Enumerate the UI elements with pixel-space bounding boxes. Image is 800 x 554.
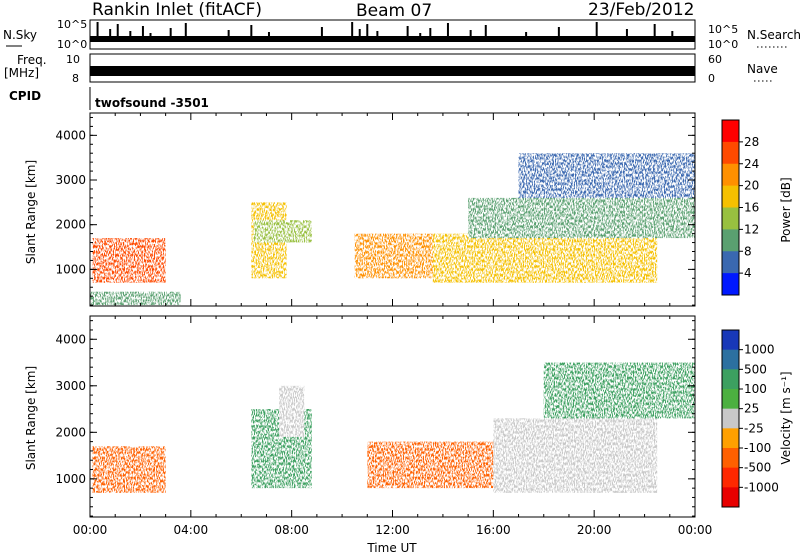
- colorbar-swatch: [722, 467, 739, 488]
- colorbar-tick-label: -500: [744, 461, 771, 475]
- velocity-colorbar-label: Velocity [m s⁻¹]: [779, 371, 793, 464]
- colorbar-swatch: [722, 330, 739, 351]
- colorbar-swatch: [722, 487, 739, 508]
- echo-region: [279, 385, 305, 437]
- x-tick-label: 12:00: [375, 523, 410, 537]
- power-y-ticks: 1000 2000 3000 4000: [55, 116, 695, 306]
- power-panel: 1000 2000 3000 4000 Slant Range [km]: [24, 112, 696, 307]
- y-tick-label: 4000: [55, 332, 86, 346]
- echo-region: [92, 446, 166, 493]
- frequency-trace: [90, 66, 695, 76]
- colorbar-tick-label: 28: [744, 135, 759, 149]
- colorbar-tick-label: -100: [744, 441, 771, 455]
- colorbar-tick-label: 25: [744, 402, 759, 416]
- colorbar-swatch: [722, 369, 739, 390]
- colorbar-tick-label: 16: [744, 201, 759, 215]
- colorbar-swatch: [722, 163, 739, 187]
- velocity-panel: 1000 2000 3000 4000 00:00 04:00 08:00 12:00 16:…: [24, 315, 713, 554]
- colorbar-swatch: [722, 349, 739, 370]
- colorbar-tick-label: 500: [744, 362, 767, 376]
- y-tick-label: 4000: [55, 128, 86, 142]
- nave-tick-top: 60: [708, 53, 722, 66]
- colorbar-swatch: [722, 207, 739, 230]
- echo-region: [493, 418, 658, 493]
- echo-region: [354, 233, 433, 279]
- power-x-ticks: [89, 113, 696, 306]
- nave-label: Nave: [747, 62, 778, 76]
- velocity-y-ticks: 1000 2000 3000 4000: [55, 320, 695, 517]
- colorbar-tick-label: 12: [744, 222, 759, 236]
- x-tick-label: 16:00: [476, 523, 511, 537]
- colorbar-tick-label: 20: [744, 179, 759, 193]
- x-axis-label: Time UT: [366, 541, 417, 554]
- echo-region: [90, 291, 181, 306]
- x-tick-label: 04:00: [174, 523, 209, 537]
- velocity-y-axis-label: Slant Range [km]: [24, 366, 38, 470]
- cpid-value: twofsound -3501: [95, 96, 209, 110]
- nsky-trace: [90, 22, 695, 42]
- nave-tick-bottom: 0: [708, 72, 715, 85]
- nsearch-label: N.Search: [747, 28, 800, 42]
- freq-label: Freq.: [17, 53, 47, 67]
- beam-title: Beam 07: [356, 1, 432, 21]
- y-tick-label: 2000: [55, 425, 86, 439]
- freq-tick-bottom: 8: [72, 72, 79, 85]
- y-tick-label: 3000: [55, 379, 86, 393]
- nsky-scale-top: 10^5: [57, 18, 87, 31]
- colorbar-swatch: [722, 229, 739, 252]
- x-tick-label: 00:00: [678, 523, 713, 537]
- colorbar-tick-label: 100: [744, 382, 767, 396]
- velocity-echoes: [92, 362, 695, 493]
- colorbar-swatch: [722, 448, 739, 469]
- echo-region: [92, 238, 166, 283]
- freq-strip: Freq. [MHz] 10 8 60 0 Nave: [4, 53, 778, 85]
- power-colorbar: 28 24 20 16 12 8 4 Power [dB]: [721, 119, 793, 296]
- x-tick-label: 20:00: [577, 523, 612, 537]
- station-title: Rankin Inlet (fitACF): [92, 0, 262, 20]
- colorbar-tick-label: 24: [744, 157, 759, 171]
- nsky-baseline: [90, 36, 695, 42]
- cpid-label: CPID: [9, 89, 41, 103]
- colorbar-tick-label: 1000: [744, 343, 775, 357]
- nsky-scale-top-right: 10^5: [708, 23, 738, 36]
- echo-region: [518, 153, 695, 198]
- echo-region: [468, 197, 695, 239]
- power-echoes: [90, 153, 695, 306]
- y-tick-label: 1000: [55, 472, 86, 486]
- colorbar-swatch: [722, 251, 739, 274]
- power-colorbar-label: Power [dB]: [779, 177, 793, 242]
- colorbar-swatch: [722, 428, 739, 449]
- nsky-strip: N.Sky 10^5 10^0 10^5 10^0 N.Search: [3, 18, 800, 51]
- echo-region: [253, 220, 312, 243]
- colorbar-swatch: [722, 120, 739, 143]
- echo-region: [432, 233, 658, 283]
- freq-unit: [MHz]: [4, 66, 39, 80]
- colorbar-swatch: [722, 389, 739, 410]
- colorbar-tick-label: 4: [744, 266, 752, 280]
- nsky-scale-bottom: 10^0: [57, 38, 87, 51]
- colorbar-swatch: [722, 141, 739, 165]
- x-tick-label: 08:00: [274, 523, 309, 537]
- echo-region: [543, 362, 695, 419]
- nsky-scale-bottom-right: 10^0: [708, 38, 738, 51]
- colorbar-tick-label: -25: [744, 421, 764, 435]
- power-y-axis-label: Slant Range [km]: [24, 160, 38, 264]
- nsky-label: N.Sky: [3, 28, 37, 42]
- x-tick-label: 00:00: [73, 523, 108, 537]
- date-title: 23/Feb/2012: [588, 0, 694, 20]
- y-tick-label: 1000: [55, 262, 86, 276]
- colorbar-swatch: [722, 273, 739, 296]
- cpid-strip: CPID twofsound -3501: [9, 87, 209, 110]
- velocity-colorbar: 1000 500 100 25 -25 -100 -500 -1000 Velocity [m…: [721, 329, 793, 508]
- colorbar-swatch: [722, 185, 739, 208]
- velocity-x-ticks: 00:00 04:00 08:00 12:00 16:00 20:00 00:00: [73, 316, 713, 537]
- colorbar-swatch: [722, 408, 739, 429]
- echo-region: [367, 441, 494, 489]
- colorbar-tick-label: -1000: [744, 480, 779, 494]
- y-tick-label: 3000: [55, 173, 86, 187]
- y-tick-label: 2000: [55, 218, 86, 232]
- colorbar-tick-label: 8: [744, 244, 752, 258]
- freq-tick-top: 10: [66, 53, 80, 66]
